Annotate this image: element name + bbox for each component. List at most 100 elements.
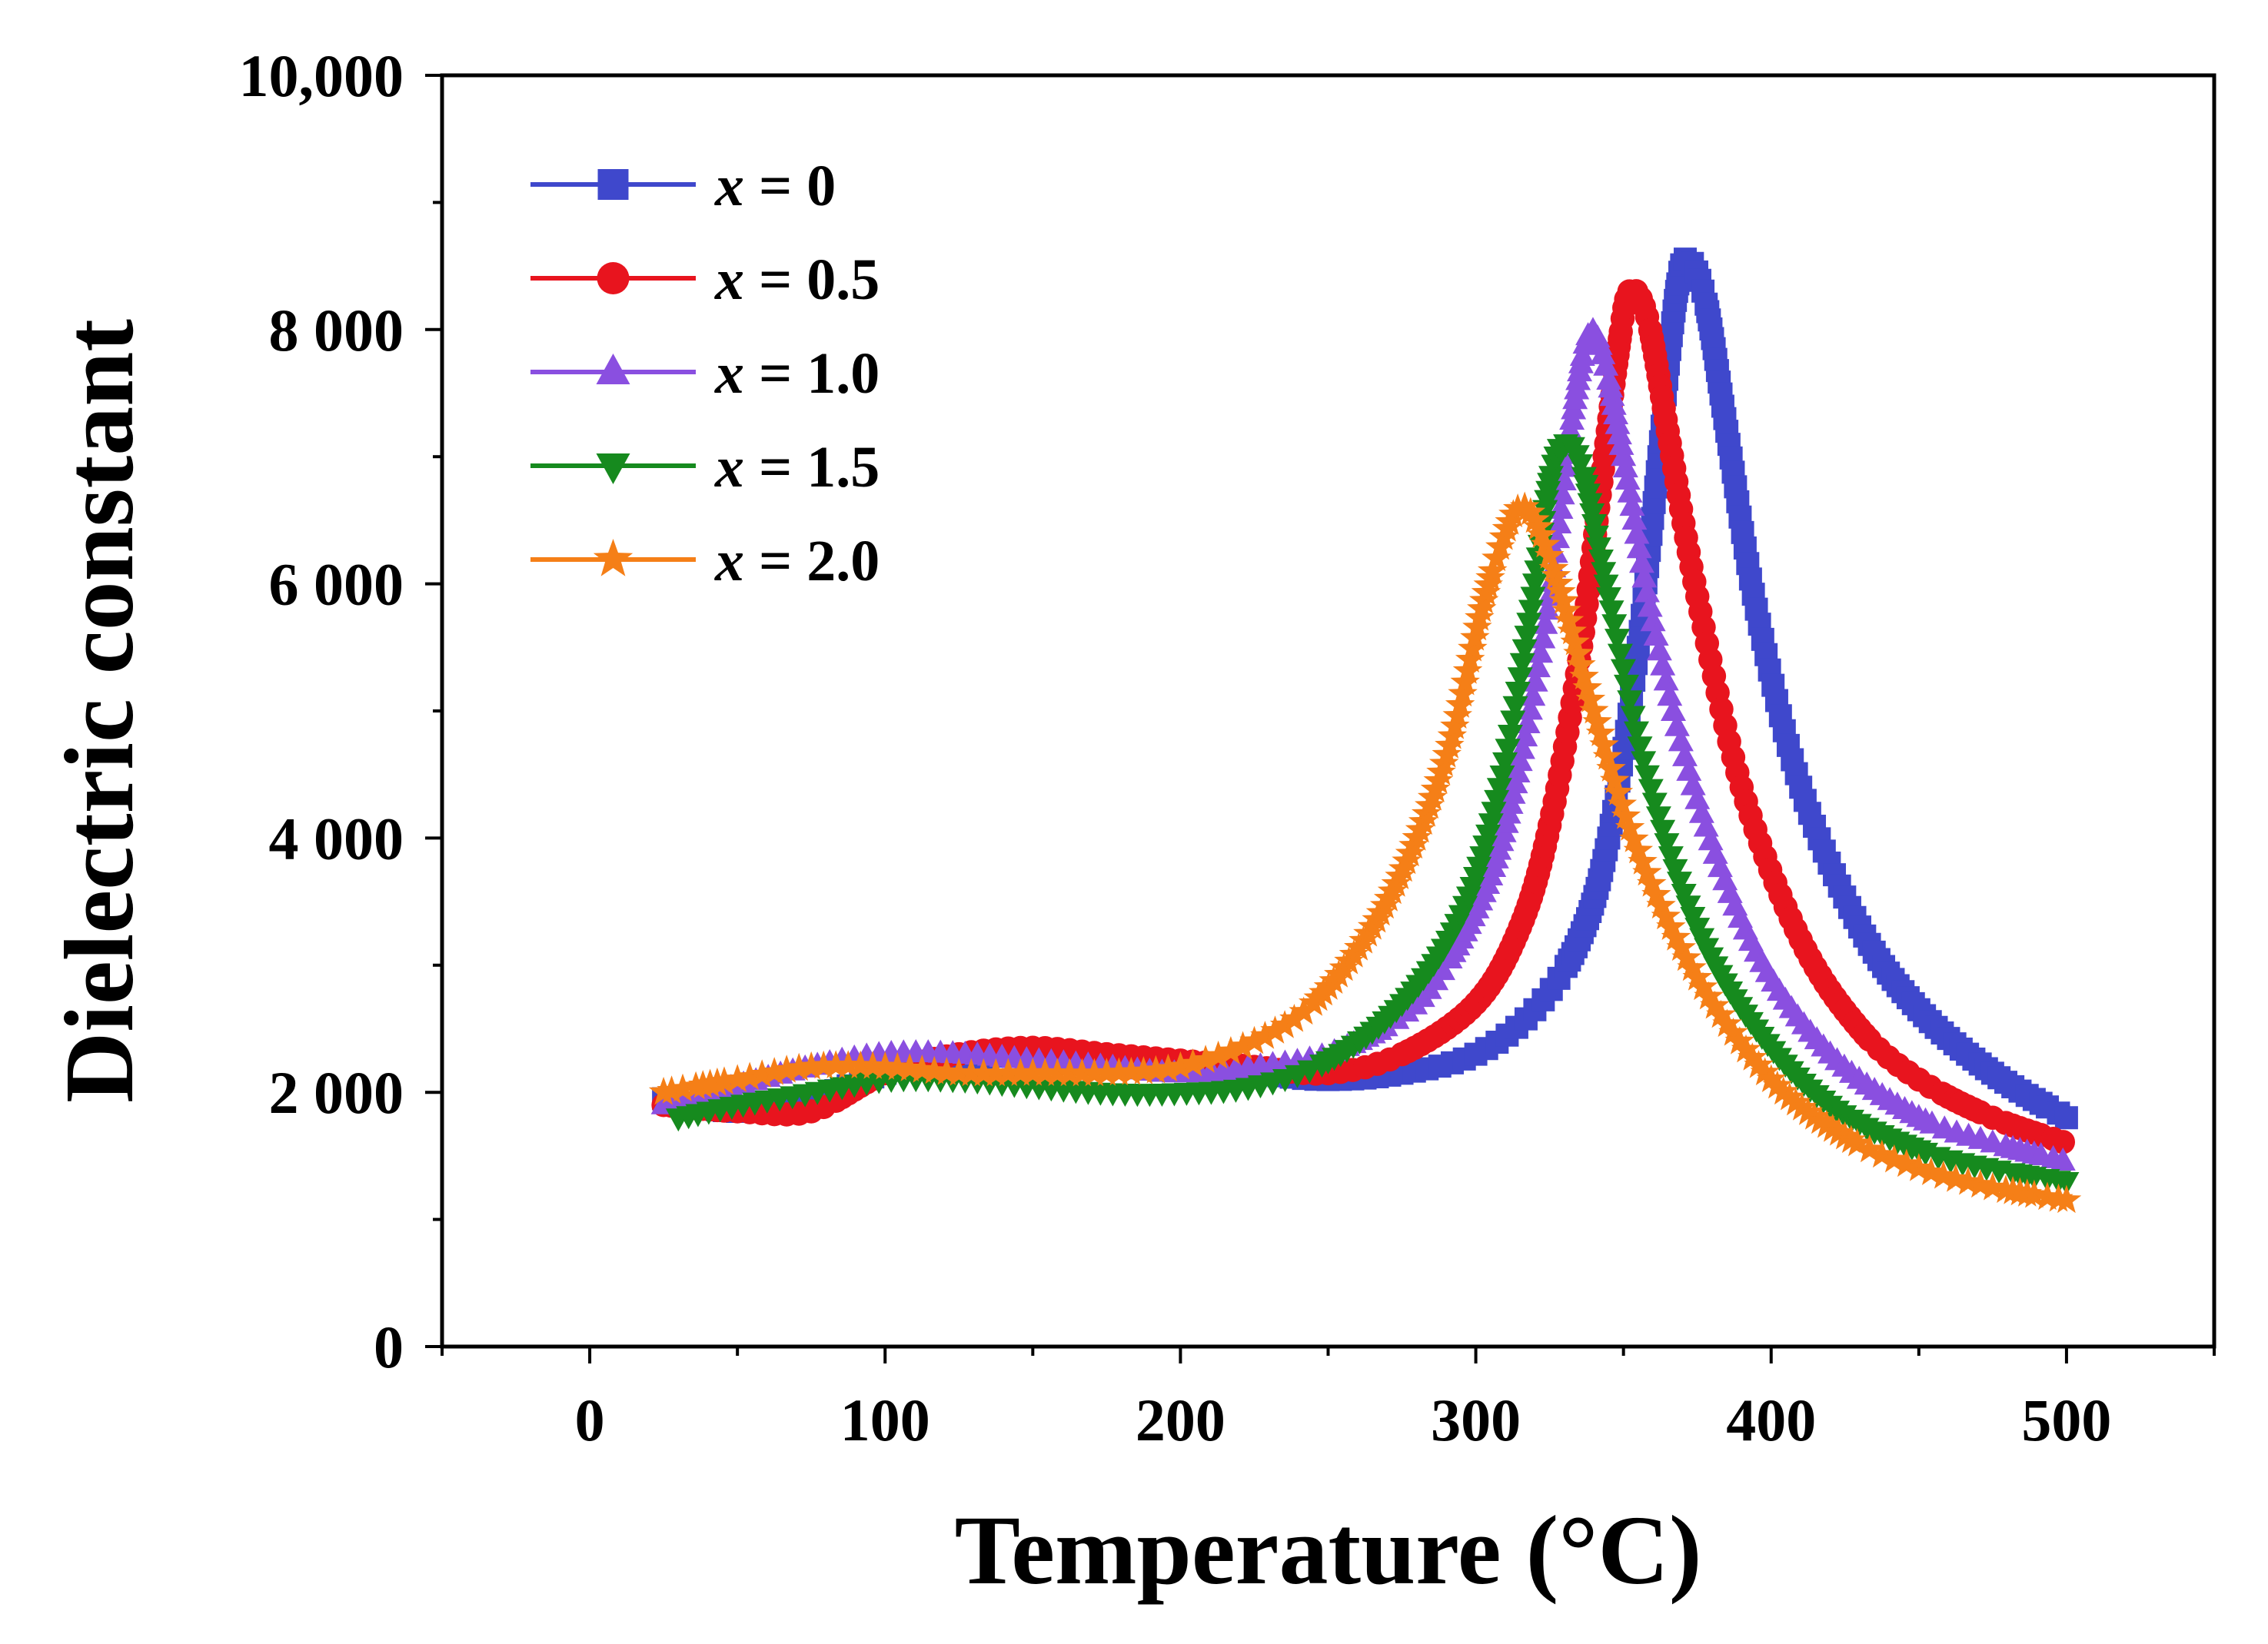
data-point [1560, 626, 1590, 656]
data-point [1671, 942, 1701, 971]
data-point [1664, 712, 1690, 736]
data-point [1682, 962, 1712, 991]
data-point [1596, 753, 1626, 782]
data-point [1641, 879, 1671, 908]
legend-marker [596, 453, 630, 484]
data-point [1569, 661, 1599, 689]
data-point [1592, 741, 1623, 770]
data-point [1250, 1021, 1280, 1049]
data-point [1627, 736, 1653, 760]
data-point [1455, 644, 1485, 673]
data-point [1092, 1058, 1122, 1086]
data-point [1475, 824, 1501, 848]
data-point [1527, 520, 1557, 548]
y-tick-label: 2 000 [269, 1059, 404, 1126]
legend-variable: x [714, 341, 744, 406]
data-point [1215, 1036, 1246, 1064]
data-point [1916, 1157, 1947, 1185]
data-point [1549, 481, 1575, 505]
data-point [1631, 751, 1657, 775]
legend-value: = 1.0 [744, 341, 880, 406]
data-point [1750, 1057, 1780, 1086]
data-point [1632, 857, 1662, 886]
data-point [1643, 623, 1669, 646]
data-point [1477, 556, 1508, 584]
data-point [1768, 1076, 1798, 1105]
data-point [1793, 1097, 1823, 1125]
data-point [870, 1051, 900, 1080]
data-point [1568, 454, 1594, 478]
data-point [969, 1058, 999, 1087]
data-point [1583, 525, 1609, 549]
legend-value: = 0.5 [744, 247, 880, 312]
data-point [895, 1053, 925, 1081]
data-point [1645, 806, 1671, 830]
data-point [1667, 872, 1693, 895]
series-layer [648, 247, 2082, 1214]
data-point [1500, 710, 1526, 734]
data-point [1744, 1050, 1774, 1078]
data-point [1509, 491, 1540, 520]
data-point [1676, 757, 1702, 781]
data-point [1638, 779, 1664, 802]
data-point [1116, 1056, 1146, 1085]
data-point [1528, 639, 1554, 663]
data-point [1239, 1025, 1269, 1054]
data-point [1511, 639, 1538, 663]
data-point [1269, 1010, 1300, 1038]
data-point [1738, 1042, 1768, 1071]
data-point [1684, 785, 1711, 809]
data-point [1289, 996, 1319, 1025]
data-point [1601, 614, 1628, 638]
data-point [1650, 652, 1676, 676]
data-point [1448, 678, 1478, 707]
data-point [1507, 748, 1533, 772]
data-point [1658, 846, 1684, 870]
data-point [1607, 789, 1638, 818]
x-tick-label: 100 [840, 1387, 930, 1453]
data-point [1502, 696, 1528, 719]
data-point [1450, 666, 1480, 696]
legend-marker [593, 539, 634, 576]
data-point [1437, 720, 1468, 749]
data-point [809, 1050, 839, 1079]
data-point [1718, 1017, 1748, 1046]
data-point [1615, 812, 1645, 841]
data-point [1631, 564, 1658, 588]
data-point [783, 1052, 814, 1081]
data-point [1478, 813, 1504, 837]
data-point [1646, 890, 1676, 919]
data-point [1660, 698, 1686, 722]
y-tick-label: 4 000 [269, 805, 404, 872]
data-point [1650, 819, 1676, 843]
data-point [1599, 765, 1630, 794]
data-point [1575, 684, 1606, 712]
data-point [1599, 383, 1625, 407]
data-point [1514, 626, 1540, 649]
data-point [1606, 421, 1632, 445]
series-1-0 [650, 317, 2076, 1171]
data-point [1904, 1153, 1934, 1181]
data-point [1805, 1105, 1835, 1134]
data-point [1666, 932, 1696, 961]
data-point [1582, 706, 1612, 735]
data-point [1706, 999, 1736, 1028]
data-point [1637, 868, 1667, 897]
data-point [846, 1050, 876, 1079]
data-point [1879, 1144, 1910, 1173]
data-point [1520, 504, 1550, 533]
y-tick-label: 6 000 [269, 551, 404, 618]
data-point [1190, 1045, 1221, 1073]
legend-variable: x [714, 154, 744, 218]
data-point [667, 1073, 698, 1102]
data-point [747, 1059, 777, 1088]
data-point [1525, 654, 1551, 678]
y-tick-label: 0 [374, 1314, 404, 1380]
data-point [1518, 599, 1544, 623]
data-point [1530, 529, 1561, 558]
legend-variable: x [714, 529, 744, 593]
data-point [1452, 656, 1483, 684]
legend-label: x = 0.5 [714, 247, 880, 312]
data-point [1515, 497, 1546, 526]
